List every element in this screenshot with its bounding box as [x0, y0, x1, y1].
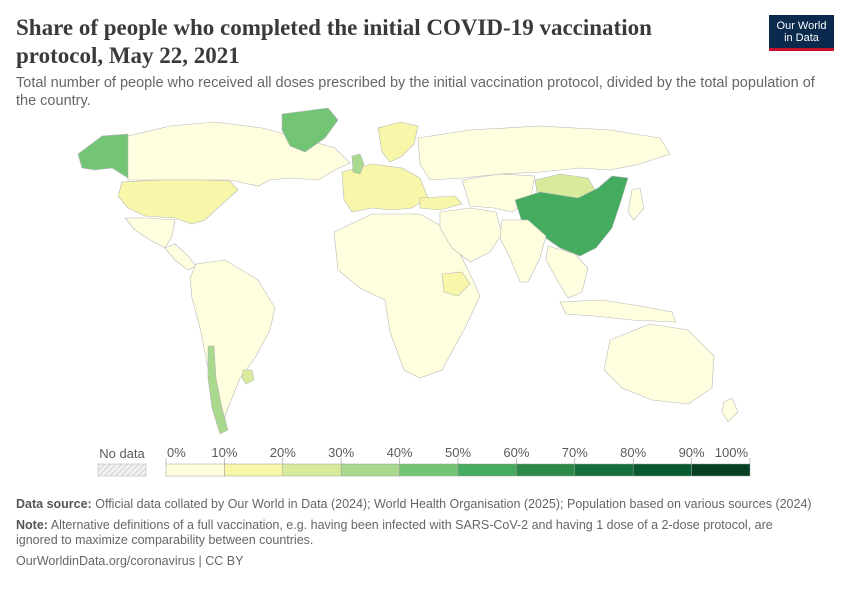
region-scandinavia[interactable]: Scandinavia — [377, 121, 419, 163]
owid-logo[interactable]: Our World in Data — [769, 15, 834, 51]
chart-subtitle: Total number of people who received all … — [16, 75, 815, 109]
region-indonesia[interactable]: Indonesia — [559, 299, 677, 323]
region-central-america[interactable]: Central America — [164, 243, 197, 271]
region-south-america[interactable]: South America — [189, 259, 276, 431]
legend-tick-label-7: 70% — [562, 445, 588, 460]
world-map[interactable]: Canada Alaska (United States) United Sta… — [0, 108, 850, 448]
region-japan[interactable]: Japan — [627, 187, 645, 221]
region-uruguay[interactable]: Uruguay — [241, 369, 255, 385]
region-turkey[interactable]: Turkey — [419, 195, 463, 211]
legend-bin-8[interactable] — [632, 463, 692, 477]
legend-bins — [165, 463, 751, 477]
source-url-link[interactable]: OurWorldinData.org/coronavirus | CC BY — [16, 554, 244, 568]
legend-tick-label-1: 10% — [211, 445, 237, 460]
legend-bin-1[interactable] — [224, 463, 284, 477]
legend-tick-label-4: 40% — [387, 445, 413, 460]
methodology-note: Note: Alternative definitions of a full … — [16, 518, 816, 548]
legend-bin-3[interactable] — [340, 463, 400, 477]
region-greenland[interactable]: United States — [281, 108, 339, 153]
note-label: Note: — [16, 518, 48, 532]
region-new-zealand[interactable]: New Zealand — [721, 397, 739, 423]
region-ethiopia[interactable]: Ethiopia — [441, 271, 471, 297]
region-mexico[interactable]: Mexico — [124, 217, 176, 249]
legend-tick-label-9: 90% — [679, 445, 705, 460]
world-map-svg: Canada Alaska (United States) United Sta… — [77, 108, 739, 435]
region-southeast-asia[interactable]: Southeast Asia — [545, 245, 589, 299]
legend-bin-9[interactable] — [691, 463, 751, 477]
logo-line-1: Our World — [776, 19, 827, 32]
legend-tick-label-10: 100% — [715, 445, 749, 460]
region-europe[interactable]: Europe — [341, 163, 429, 213]
region-chile[interactable]: Chile — [207, 345, 229, 435]
region-united-kingdom[interactable]: United Kingdom — [351, 153, 365, 175]
region-africa[interactable]: Africa — [333, 213, 481, 379]
legend-svg: No data 0% 10% 20% 30% 40% 50% 60% 70% 80% 90% 100… — [97, 445, 751, 477]
legend-no-data-label: No data — [99, 446, 145, 461]
data-source-note: Data source: Official data collated by O… — [16, 497, 816, 512]
legend-bin-4[interactable] — [399, 463, 459, 477]
region-india[interactable]: India — [499, 219, 547, 283]
data-source-label: Data source: — [16, 497, 92, 511]
region-australia[interactable]: Australia — [603, 323, 715, 405]
region-united-states[interactable]: Greenland — [117, 179, 239, 225]
legend-no-data-swatch[interactable] — [97, 463, 147, 477]
legend-bin-2[interactable] — [282, 463, 342, 477]
legend-tick-label-0: 0% — [167, 445, 186, 460]
region-russia[interactable]: Russia — [417, 125, 671, 181]
chart-title: Share of people who completed the initia… — [16, 15, 652, 68]
legend-ticks: 0% 10% 20% 30% 40% 50% 60% 70% 80% 90% 100% — [165, 445, 751, 464]
legend-tick-label-3: 30% — [328, 445, 354, 460]
legend-bin-6[interactable] — [516, 463, 576, 477]
legend-tick-label-8: 80% — [620, 445, 646, 460]
region-alaska[interactable]: Alaska (United States) — [77, 133, 129, 179]
color-legend: No data 0% 10% 20% 30% 40% 50% 60% 70% 80% 90% 100… — [0, 444, 850, 484]
legend-bin-7[interactable] — [574, 463, 634, 477]
data-source-text: Official data collated by Our World in D… — [95, 497, 812, 511]
note-text: Alternative definitions of a full vaccin… — [16, 518, 773, 547]
footer: Data source: Official data collated by O… — [16, 497, 816, 575]
logo-line-2: in Data — [784, 31, 819, 44]
legend-bin-5[interactable] — [457, 463, 517, 477]
legend-tick-label-6: 60% — [503, 445, 529, 460]
legend-bin-0[interactable] — [165, 463, 225, 477]
region-middle-east[interactable]: Middle East — [439, 207, 503, 263]
legend-tick-label-2: 20% — [270, 445, 296, 460]
legend-tick-label-5: 50% — [445, 445, 471, 460]
